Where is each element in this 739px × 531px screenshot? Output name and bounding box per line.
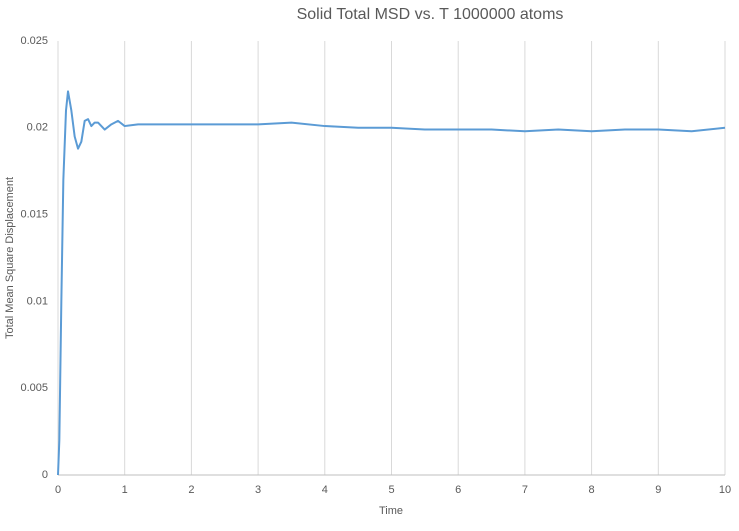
x-tick-label: 2 [188,484,194,496]
data-line [57,90,726,476]
x-tick-label: 4 [322,484,328,496]
y-tick-label: 0.02 [27,122,48,134]
y-tick-label: 0.01 [27,295,48,307]
y-tick-label: 0.005 [20,382,48,394]
x-tick-label: 3 [255,484,261,496]
x-tick-label: 1 [122,484,128,496]
chart-title: Solid Total MSD vs. T 1000000 atoms [297,6,564,23]
x-tick-label: 7 [522,484,528,496]
y-tick-label: 0 [42,469,48,481]
x-tick-label: 5 [388,484,394,496]
y-axis-label: Total Mean Square Displacement [4,177,16,339]
y-tick-label: 0.025 [20,35,48,47]
y-tick-label: 0.015 [20,209,48,221]
x-tick-label: 10 [719,484,731,496]
x-tick-label: 8 [589,484,595,496]
x-axis-label: Time [379,505,403,517]
x-tick-label: 0 [55,484,61,496]
x-tick-label: 9 [655,484,661,496]
x-tick-label: 6 [455,484,461,496]
